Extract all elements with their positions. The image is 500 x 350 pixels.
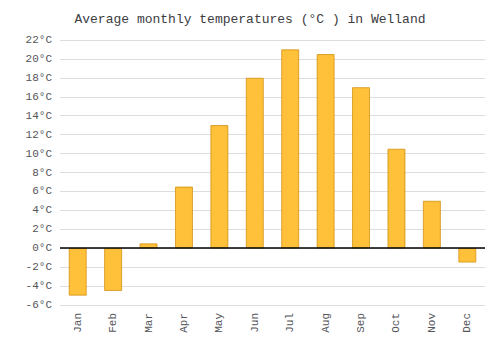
svg-text:Apr: Apr	[178, 313, 190, 333]
svg-text:14°C: 14°C	[26, 110, 53, 122]
svg-text:Jul: Jul	[284, 313, 296, 333]
svg-text:-4°C: -4°C	[26, 280, 53, 292]
svg-text:May: May	[213, 313, 225, 333]
svg-text:16°C: 16°C	[26, 91, 53, 103]
svg-text:6°C: 6°C	[32, 185, 52, 197]
svg-text:Sep: Sep	[355, 313, 367, 333]
svg-text:4°C: 4°C	[32, 204, 52, 216]
svg-text:Dec: Dec	[461, 313, 473, 333]
svg-text:18°C: 18°C	[26, 72, 53, 84]
svg-text:20°C: 20°C	[26, 53, 53, 65]
svg-text:Mar: Mar	[143, 313, 155, 333]
svg-text:Nov: Nov	[426, 313, 438, 333]
svg-text:Jun: Jun	[249, 313, 261, 333]
svg-text:Jan: Jan	[72, 313, 84, 333]
svg-text:8°C: 8°C	[32, 167, 52, 179]
svg-text:Feb: Feb	[107, 313, 119, 333]
svg-text:10°C: 10°C	[26, 148, 53, 160]
svg-text:Oct: Oct	[390, 313, 402, 333]
svg-text:Aug: Aug	[320, 313, 332, 333]
svg-text:-6°C: -6°C	[26, 299, 53, 311]
svg-text:12°C: 12°C	[26, 129, 53, 141]
svg-text:2°C: 2°C	[32, 223, 52, 235]
svg-text:0°C: 0°C	[32, 242, 52, 254]
svg-text:22°C: 22°C	[26, 34, 53, 46]
svg-text:Average monthly temperatures (: Average monthly temperatures (°C ) in We…	[74, 12, 425, 27]
svg-text:-2°C: -2°C	[26, 261, 53, 273]
